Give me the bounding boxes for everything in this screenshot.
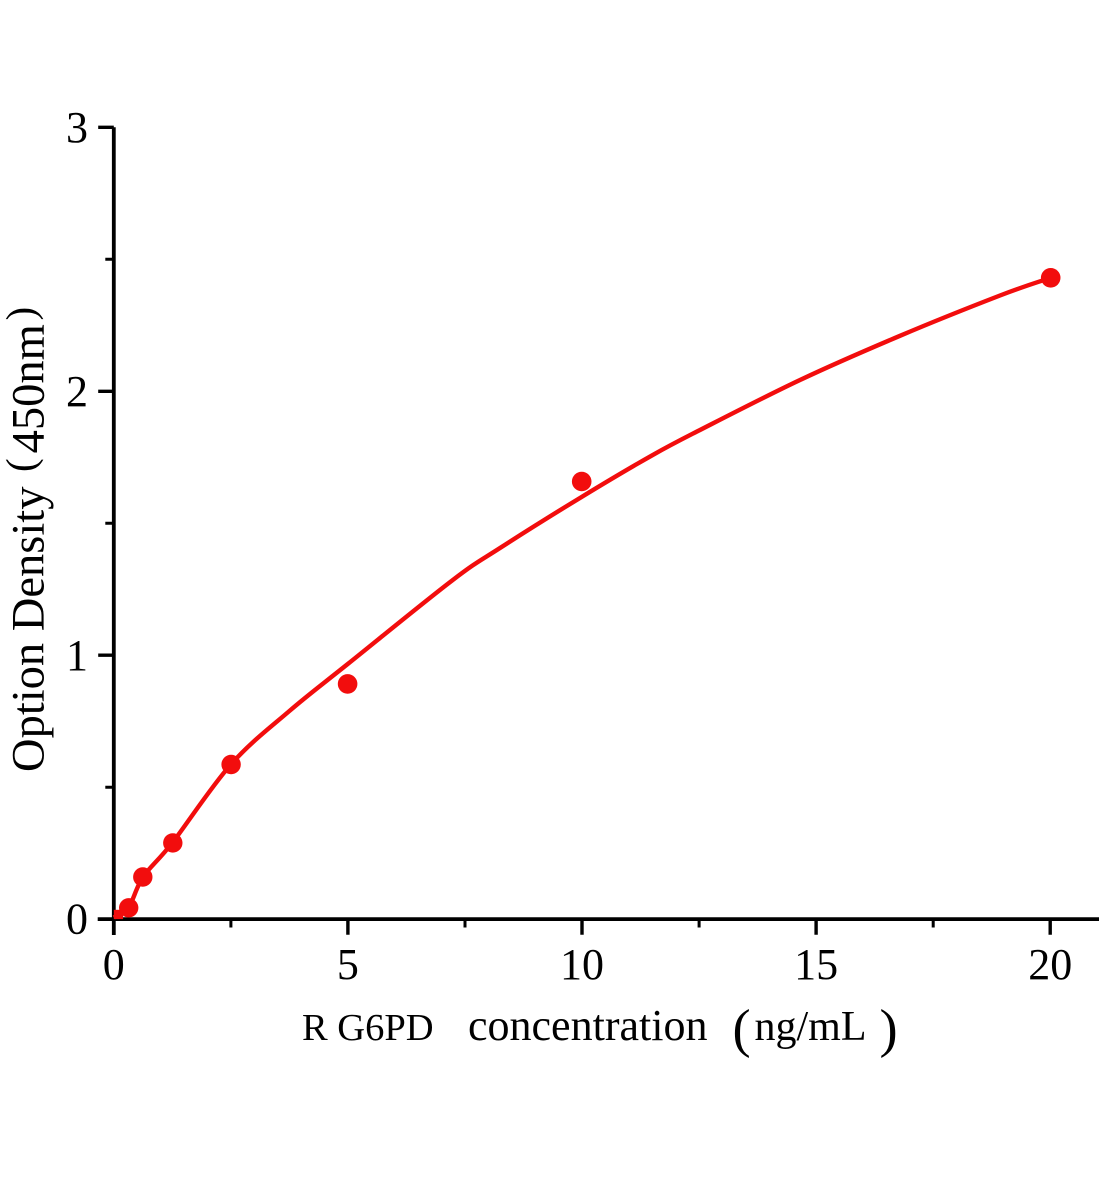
svg-text:0: 0 [66,895,88,944]
svg-text:0: 0 [103,940,125,989]
svg-text:15: 15 [794,940,838,989]
svg-text:(: ( [733,997,751,1058]
svg-text:(: ( [0,458,44,472]
svg-text:1: 1 [66,631,88,680]
svg-text:): ) [880,997,898,1058]
svg-text:450nm: 450nm [4,324,55,453]
svg-text:ng/mL: ng/mL [755,1004,867,1050]
svg-text:): ) [0,307,44,321]
svg-text:10: 10 [560,940,604,989]
svg-text:R G6PD: R G6PD [302,1007,434,1049]
svg-text:3: 3 [66,103,88,152]
svg-text:concentration: concentration [468,1001,707,1050]
svg-text:20: 20 [1028,940,1072,989]
svg-text:2: 2 [66,367,88,416]
svg-text:Option Density: Option Density [4,486,55,772]
svg-text:5: 5 [337,940,359,989]
